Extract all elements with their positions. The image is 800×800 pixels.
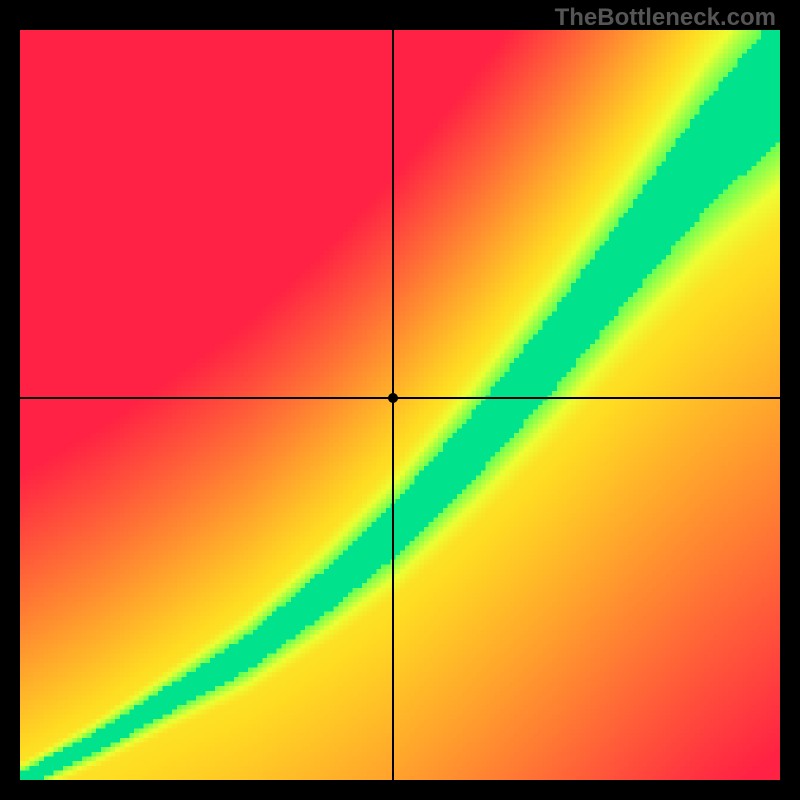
watermark-text: TheBottleneck.com xyxy=(555,4,776,32)
chart-container: { "watermark": { "text": "TheBottleneck.… xyxy=(0,0,800,800)
bottleneck-heatmap xyxy=(20,30,780,780)
